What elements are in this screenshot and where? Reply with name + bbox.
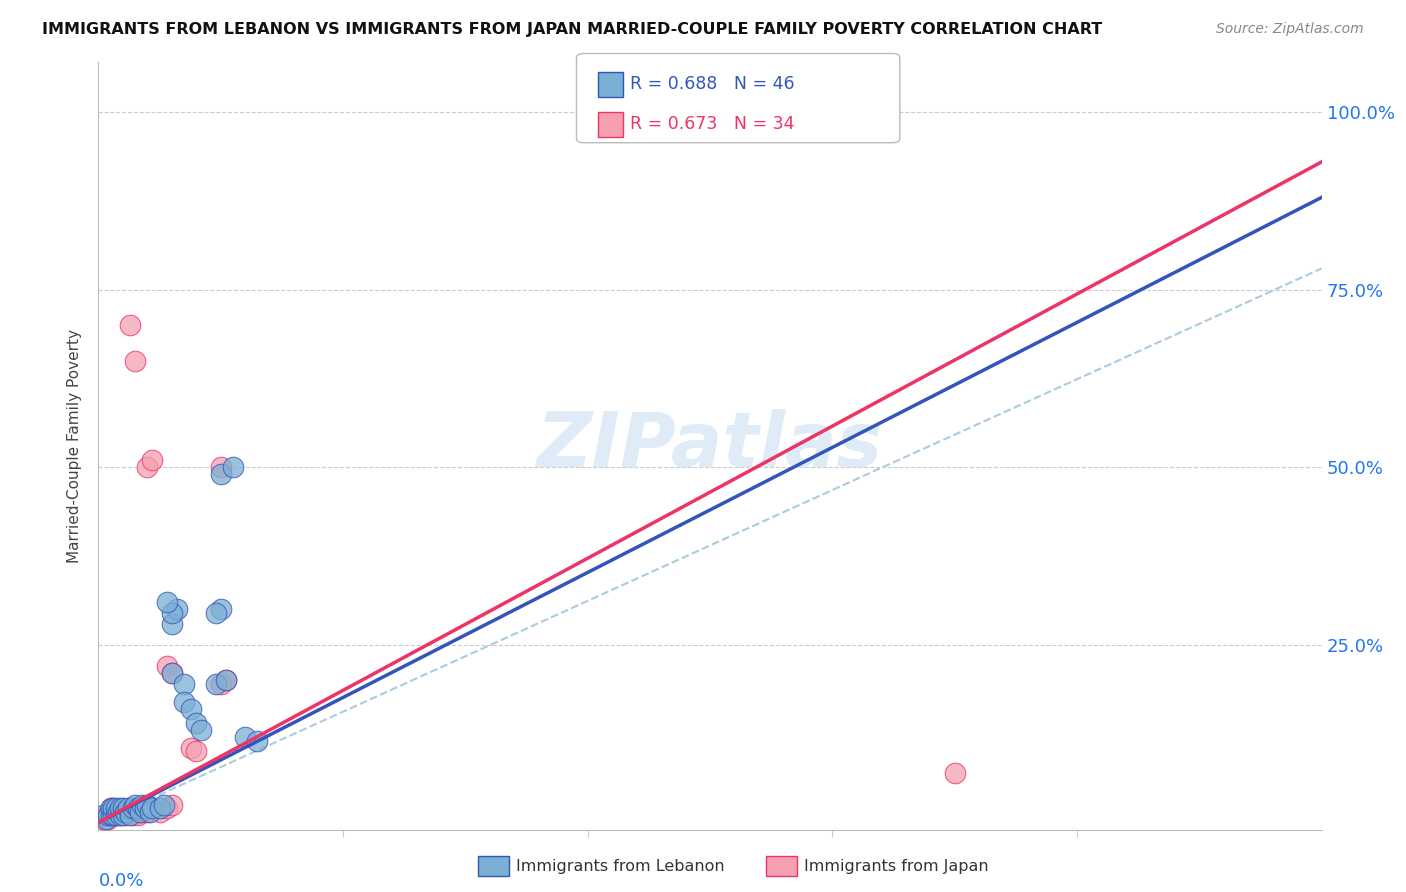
Point	[121, 801, 143, 815]
Point	[180, 740, 202, 755]
Point	[214, 673, 236, 688]
Point	[160, 606, 183, 620]
Point	[114, 808, 136, 822]
Point	[114, 805, 136, 819]
Point	[141, 453, 163, 467]
Point	[101, 801, 124, 815]
Point	[97, 812, 120, 826]
Point	[205, 677, 228, 691]
Point	[120, 801, 142, 815]
Point	[209, 677, 232, 691]
Point	[136, 460, 159, 475]
Text: IMMIGRANTS FROM LEBANON VS IMMIGRANTS FROM JAPAN MARRIED-COUPLE FAMILY POVERTY C: IMMIGRANTS FROM LEBANON VS IMMIGRANTS FR…	[42, 22, 1102, 37]
Point	[100, 808, 122, 822]
Point	[97, 808, 120, 822]
Point	[117, 805, 139, 819]
Point	[104, 808, 127, 822]
Point	[156, 595, 179, 609]
Point	[127, 808, 149, 822]
Point	[134, 801, 156, 815]
Point	[186, 716, 208, 731]
Point	[209, 460, 232, 475]
Point	[149, 801, 172, 815]
Point	[173, 677, 195, 691]
Point	[233, 730, 256, 744]
Point	[160, 666, 183, 681]
Text: Immigrants from Lebanon: Immigrants from Lebanon	[516, 859, 724, 873]
Text: R = 0.673   N = 34: R = 0.673 N = 34	[630, 115, 794, 134]
Point	[141, 801, 163, 815]
Point	[131, 805, 153, 819]
Point	[100, 801, 122, 815]
Point	[943, 765, 966, 780]
Point	[129, 805, 152, 819]
Point	[111, 805, 134, 819]
Point	[100, 801, 122, 815]
Point	[124, 353, 146, 368]
Point	[104, 808, 127, 822]
Point	[131, 797, 153, 812]
Point	[110, 808, 132, 822]
Point	[91, 808, 114, 822]
Point	[246, 733, 269, 747]
Point	[156, 659, 179, 673]
Point	[124, 805, 146, 819]
Point	[186, 744, 208, 758]
Point	[136, 797, 159, 812]
Point	[214, 673, 236, 688]
Text: Immigrants from Japan: Immigrants from Japan	[804, 859, 988, 873]
Point	[205, 606, 228, 620]
Point	[160, 666, 183, 681]
Point	[166, 602, 188, 616]
Point	[107, 805, 129, 819]
Point	[124, 797, 146, 812]
Point	[156, 801, 179, 815]
Point	[180, 702, 202, 716]
Point	[120, 318, 142, 333]
Point	[209, 602, 232, 616]
Point	[127, 801, 149, 815]
Text: ZIPatlas: ZIPatlas	[537, 409, 883, 483]
Point	[222, 460, 245, 475]
Point	[160, 616, 183, 631]
Point	[139, 805, 162, 819]
Point	[153, 797, 176, 812]
Point	[160, 797, 183, 812]
Point	[120, 808, 142, 822]
Point	[111, 808, 134, 822]
Text: 0.0%: 0.0%	[98, 871, 143, 889]
Point	[107, 805, 129, 819]
Point	[101, 808, 124, 822]
Point	[190, 723, 212, 738]
Point	[94, 812, 117, 826]
Point	[173, 695, 195, 709]
Point	[149, 805, 172, 819]
Point	[110, 808, 132, 822]
Point	[94, 808, 117, 822]
Point	[110, 801, 132, 815]
Point	[104, 801, 127, 815]
Y-axis label: Married-Couple Family Poverty: Married-Couple Family Poverty	[67, 329, 83, 563]
Text: R = 0.688   N = 46: R = 0.688 N = 46	[630, 75, 794, 94]
Point	[111, 801, 134, 815]
Text: Source: ZipAtlas.com: Source: ZipAtlas.com	[1216, 22, 1364, 37]
Point	[121, 808, 143, 822]
Point	[101, 805, 124, 819]
Point	[209, 467, 232, 482]
Point	[91, 812, 114, 826]
Point	[136, 805, 159, 819]
Point	[117, 801, 139, 815]
Point	[100, 808, 122, 822]
Point	[141, 801, 163, 815]
